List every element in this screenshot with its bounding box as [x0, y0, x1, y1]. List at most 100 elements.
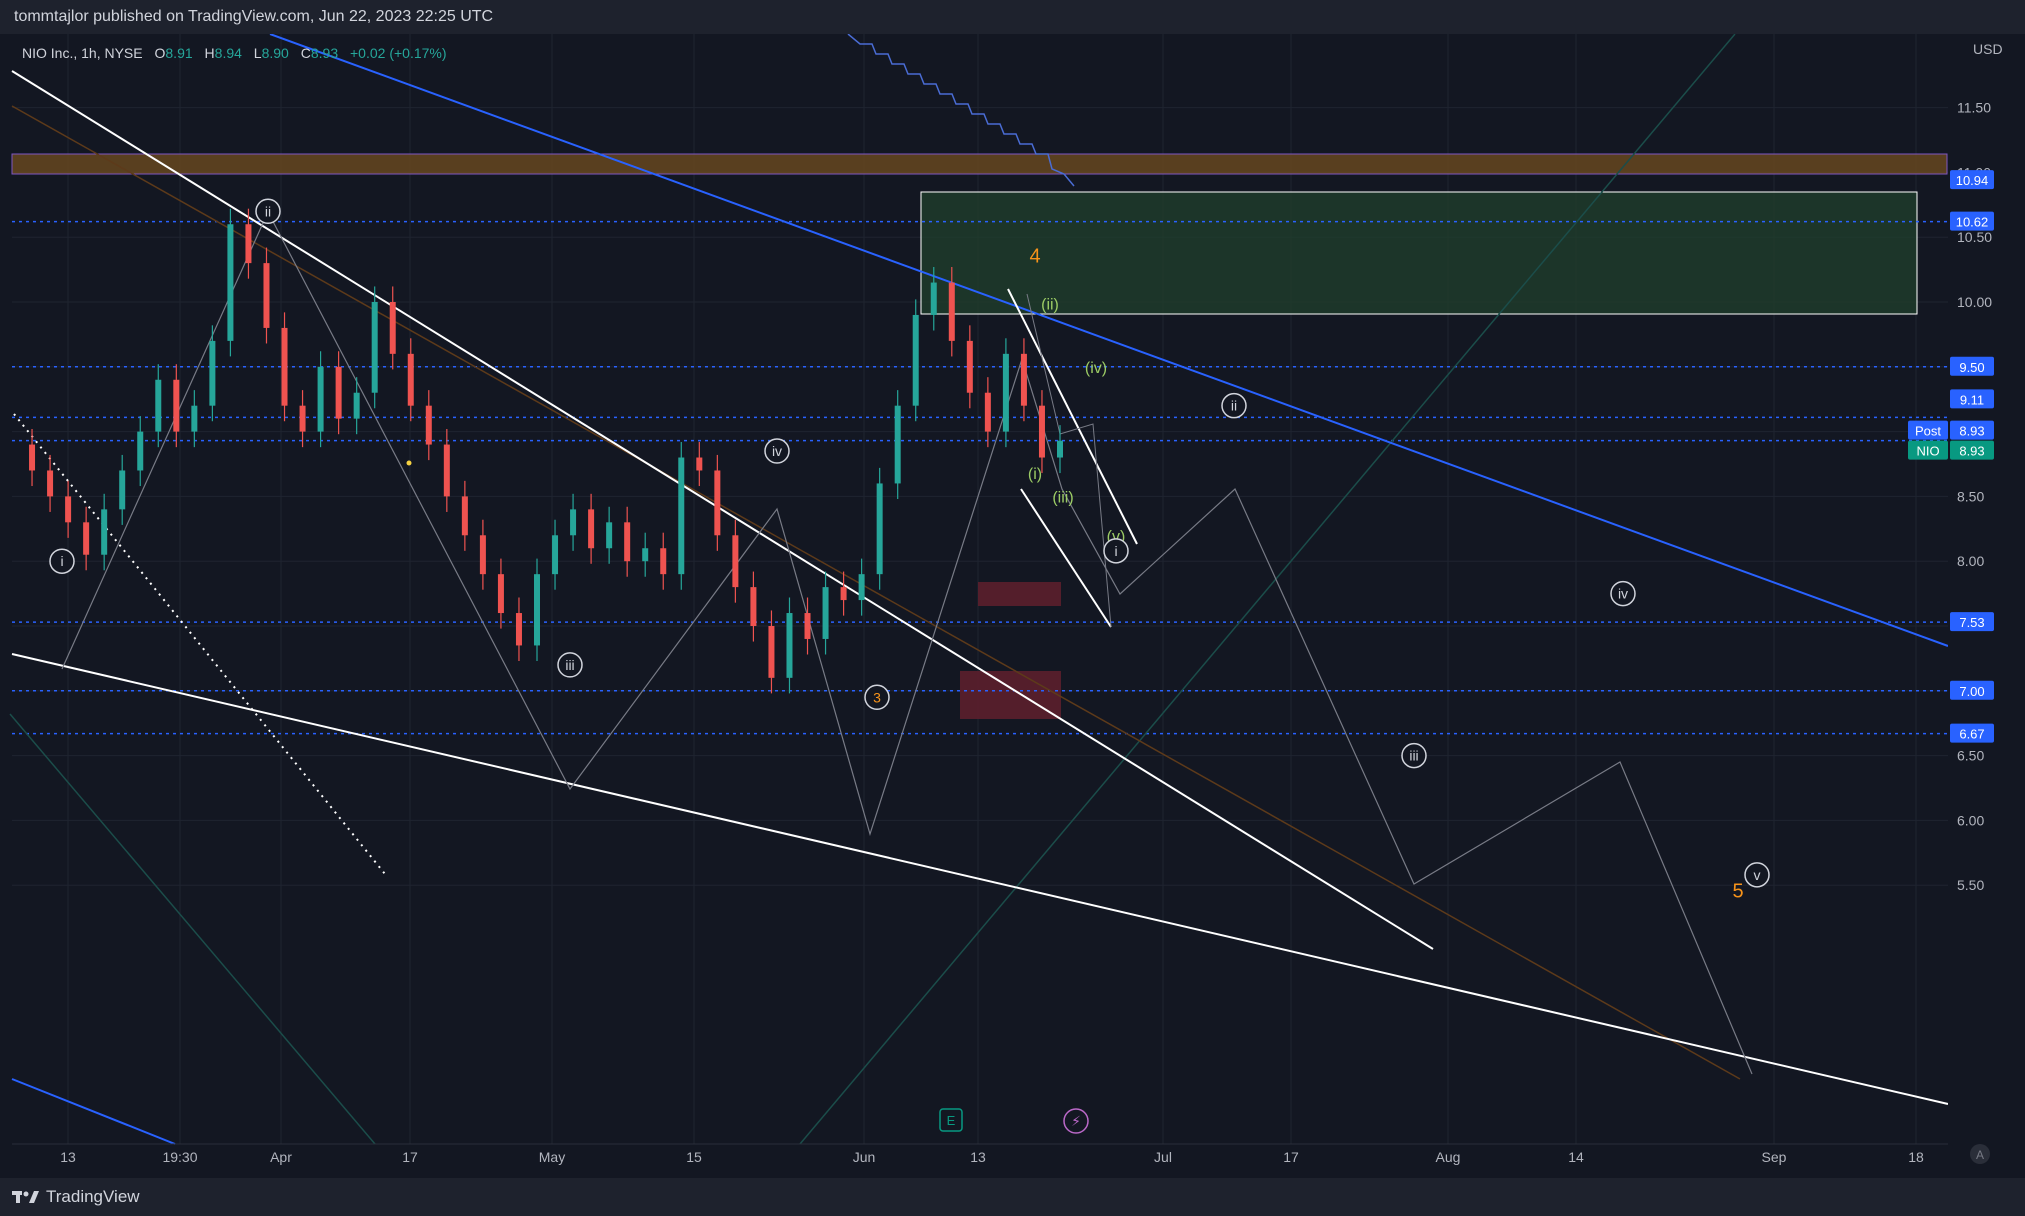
candle-body [65, 496, 72, 523]
price-tag-9-50[interactable]: 9.50 [1950, 356, 1994, 376]
price-tag-7-00[interactable]: 7.00 [1950, 680, 1994, 700]
candle-body [263, 263, 270, 328]
earnings-icon[interactable]: E [939, 1108, 963, 1132]
candle-body [155, 379, 162, 432]
flash-icon[interactable]: ⚡ [1063, 1108, 1089, 1134]
flag-line-lower[interactable] [1020, 488, 1112, 628]
teal-trendline-falling[interactable] [9, 713, 376, 1145]
candle-body [930, 282, 937, 315]
wave-label[interactable]: (ii) [1041, 296, 1059, 313]
candle-body [714, 470, 721, 536]
candle-body [534, 574, 540, 646]
candle-body [371, 302, 378, 393]
brown-parallel-line[interactable] [11, 105, 1741, 1080]
wave-label[interactable]: ii [1221, 392, 1247, 419]
tradingview-logo[interactable]: TradingView [12, 1178, 140, 1216]
candle-body [1038, 405, 1045, 458]
price-tag-6-67[interactable]: 6.67 [1950, 723, 1994, 743]
legend-low-label: L [254, 45, 262, 61]
x-tick-label: 15 [686, 1149, 702, 1165]
wave-label[interactable]: ii [255, 198, 281, 225]
wave-label[interactable]: (iii) [1052, 489, 1073, 506]
price-chart[interactable]: iiiiiiiv34(i)(ii)(iii)(iv)(v)iiiiiiivv5 … [0, 33, 2025, 1178]
currency-label: USD [1973, 41, 2003, 57]
price-axis[interactable]: USD [1948, 34, 2025, 1178]
x-tick-label: May [539, 1149, 565, 1165]
blue-step-line[interactable] [847, 33, 1075, 187]
legend-open-value: 8.91 [165, 45, 192, 61]
svg-text:9.11: 9.11 [1960, 392, 1984, 407]
auto-scale-button[interactable]: A [1970, 1144, 1990, 1164]
candle-body [912, 314, 919, 406]
price-tag-10-62[interactable]: 10.62 [1950, 211, 1994, 231]
candle-body [353, 392, 360, 419]
price-tag-9-11[interactable]: 9.11 [1950, 389, 1994, 409]
legend-low-value: 8.90 [262, 45, 289, 61]
svg-text:A: A [1976, 1148, 1984, 1162]
subwave-path[interactable] [1026, 293, 1112, 628]
candle-body [858, 574, 865, 601]
wave-label[interactable]: 4 [1029, 246, 1040, 268]
x-tick-labels: 13 19:30 Apr 17 May 15 Jun 13 Jul 17 Aug 14 Sep 18 [60, 1149, 1924, 1165]
legend-close-value: 8.93 [311, 45, 338, 61]
price-tag-8-93[interactable]: 8.93 NIO [1908, 440, 1994, 460]
wave-label[interactable]: i [1103, 538, 1129, 564]
x-tick-label: Jun [853, 1149, 876, 1165]
candle-body [425, 405, 432, 445]
supply-box-large[interactable] [960, 671, 1061, 719]
wave-label[interactable]: iii [1401, 742, 1427, 769]
wave-label[interactable]: iii [557, 652, 583, 678]
wave-label[interactable]: i [49, 548, 75, 574]
teal-trendline-rising[interactable] [799, 33, 1736, 1145]
wave-label[interactable]: iv [1610, 580, 1636, 607]
wedge-lower-line[interactable] [11, 653, 1949, 1105]
price-tag-7-53[interactable]: 7.53 [1950, 612, 1994, 632]
wave-label[interactable]: 3 [864, 684, 890, 711]
price-tag-8-93[interactable]: 8.93 Post [1908, 420, 1994, 440]
x-tick-label: Sep [1762, 1149, 1787, 1165]
candle-body [660, 548, 667, 575]
wave-label[interactable]: (iv) [1085, 360, 1107, 377]
wave-label[interactable]: iv [764, 438, 790, 464]
blue-channel-lower[interactable] [11, 1078, 176, 1145]
candle-body [552, 535, 559, 575]
candle-body [515, 613, 522, 646]
wave-label[interactable]: v [1744, 862, 1770, 888]
svg-text:5: 5 [1732, 881, 1743, 903]
price-tag-10-94[interactable]: 10.94 [1950, 170, 1994, 190]
x-tick-label: 19:30 [162, 1149, 197, 1165]
candle-body [389, 302, 396, 354]
supply-box-small[interactable] [978, 582, 1061, 606]
flag-line-upper[interactable] [1007, 288, 1138, 545]
svg-text:ii: ii [1231, 398, 1237, 414]
svg-text:v: v [1754, 867, 1761, 883]
candles [29, 208, 1063, 694]
candle-body [804, 613, 811, 639]
svg-text:iii: iii [565, 657, 574, 673]
candle-body [750, 587, 757, 626]
y-tick-label: 10.00 [1957, 294, 1992, 310]
svg-text:4: 4 [1029, 246, 1040, 268]
svg-text:iv: iv [772, 443, 782, 459]
price-tags: 10.94 10.62 9.50 9.11 8.93 Post 8.93 NIO 7.53 7.0… [1908, 170, 1994, 743]
candle-body [786, 613, 793, 678]
wave-label[interactable]: (i) [1028, 466, 1042, 483]
wave-label[interactable]: 5 [1732, 881, 1743, 903]
resistance-band[interactable] [11, 153, 1948, 175]
svg-text:(ii): (ii) [1041, 296, 1059, 313]
chart-area[interactable]: i ii iii iv 3 4 (i) (ii) (iii) (iv) (v) i ii iii iv v 5 … [0, 33, 2025, 1178]
candle-body [606, 522, 613, 549]
svg-text:Post: Post [1915, 424, 1941, 439]
svg-text:10.62: 10.62 [1956, 215, 1989, 230]
svg-text:8.93: 8.93 [1959, 424, 1984, 439]
candle-body [227, 224, 234, 341]
candle-body [1020, 353, 1027, 406]
dotted-trendline[interactable] [13, 413, 386, 875]
legend-change: +0.02 (+0.17%) [350, 45, 447, 61]
demand-zone[interactable] [920, 191, 1918, 315]
x-tick-label: Apr [270, 1149, 292, 1165]
y-tick-label: 5.50 [1957, 877, 1984, 893]
y-tick-label: 10.50 [1957, 229, 1992, 245]
candle-body [822, 587, 829, 639]
blue-channel-upper[interactable] [269, 33, 1949, 647]
